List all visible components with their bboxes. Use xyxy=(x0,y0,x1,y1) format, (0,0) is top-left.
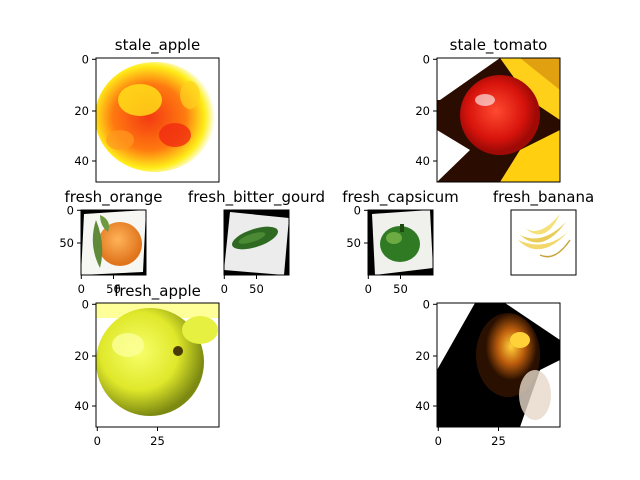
x-ticks: 0 50 xyxy=(365,275,408,296)
tick-label: 20 xyxy=(415,349,430,363)
tick-label: 0 xyxy=(82,53,89,67)
tick-label: 0 xyxy=(435,434,442,448)
subplot-title: fresh_bitter_gourd xyxy=(188,188,325,207)
tick-label: 50 xyxy=(346,236,361,250)
tick-label: 50 xyxy=(249,282,264,296)
tick-label: 0 xyxy=(82,298,89,312)
tick-label: 50 xyxy=(106,282,121,296)
x-ticks: 0 25 xyxy=(94,427,165,448)
image-fresh-capsicum xyxy=(368,210,433,275)
subplot-stale-apple: stale_apple 0 20 40 xyxy=(74,36,220,183)
tick-label: 0 xyxy=(365,282,372,296)
subplot-title: stale_tomato xyxy=(450,36,548,55)
subplot-fresh-capsicum: 0 50 0 50 xyxy=(346,204,434,296)
tick-label: 0 xyxy=(67,204,74,218)
tick-label: 20 xyxy=(74,104,89,118)
x-ticks: 0 50 xyxy=(78,275,121,296)
image-fresh-bitter-gourd xyxy=(224,210,289,275)
subplot-fresh-orange: 0 50 0 50 xyxy=(59,204,147,296)
image-stale-tomato xyxy=(437,58,560,182)
tick-label: 50 xyxy=(59,236,74,250)
tick-label: 50 xyxy=(393,282,408,296)
image-stale-apple xyxy=(96,58,219,182)
subplot-title: fresh_capsicum xyxy=(342,188,458,207)
tick-label: 40 xyxy=(74,399,89,413)
subplot-stale-banana: 0 20 40 0 25 xyxy=(415,298,561,448)
tick-label: 40 xyxy=(415,154,430,168)
x-ticks: 0 25 xyxy=(435,427,506,448)
y-ticks: 0 50 xyxy=(59,204,81,250)
y-ticks: 0 20 40 xyxy=(74,53,96,168)
tick-label: 0 xyxy=(354,204,361,218)
subplot-fresh-banana xyxy=(510,209,577,276)
tick-label: 0 xyxy=(221,282,228,296)
axes-frame xyxy=(436,57,561,183)
y-ticks: 0 20 40 xyxy=(74,298,96,413)
subplot-title: fresh_banana xyxy=(493,188,594,207)
image-fresh-apple xyxy=(96,303,219,427)
tick-label: 40 xyxy=(74,154,89,168)
y-ticks: 0 20 40 xyxy=(415,53,437,168)
tick-label: 40 xyxy=(415,399,430,413)
subplot-stale-tomato: stale_tomato 0 20 40 xyxy=(415,36,561,183)
tick-label: 0 xyxy=(423,53,430,67)
tick-label: 0 xyxy=(423,298,430,312)
subplot-fresh-bitter-gourd: 0 50 xyxy=(221,209,290,296)
image-stale-banana xyxy=(437,303,560,427)
subplot-title: stale_apple xyxy=(115,36,200,55)
subplot-fresh-apple: fresh_apple 0 20 40 0 25 xyxy=(74,282,220,448)
tick-label: 0 xyxy=(78,282,85,296)
y-ticks: 0 20 40 xyxy=(415,298,437,413)
subplot-title: fresh_apple xyxy=(114,282,201,301)
image-fresh-orange xyxy=(81,210,146,275)
tick-label: 0 xyxy=(94,434,101,448)
tick-label: 20 xyxy=(74,349,89,363)
subplot-title: fresh_orange xyxy=(65,188,163,207)
y-ticks: 0 50 xyxy=(346,204,368,250)
tick-label: 25 xyxy=(150,434,165,448)
axes-frame xyxy=(95,57,220,183)
tick-label: 20 xyxy=(415,104,430,118)
axes-frame xyxy=(510,209,577,276)
tick-label: 25 xyxy=(491,434,506,448)
image-fresh-banana xyxy=(511,210,576,275)
x-ticks: 0 50 xyxy=(221,275,264,296)
